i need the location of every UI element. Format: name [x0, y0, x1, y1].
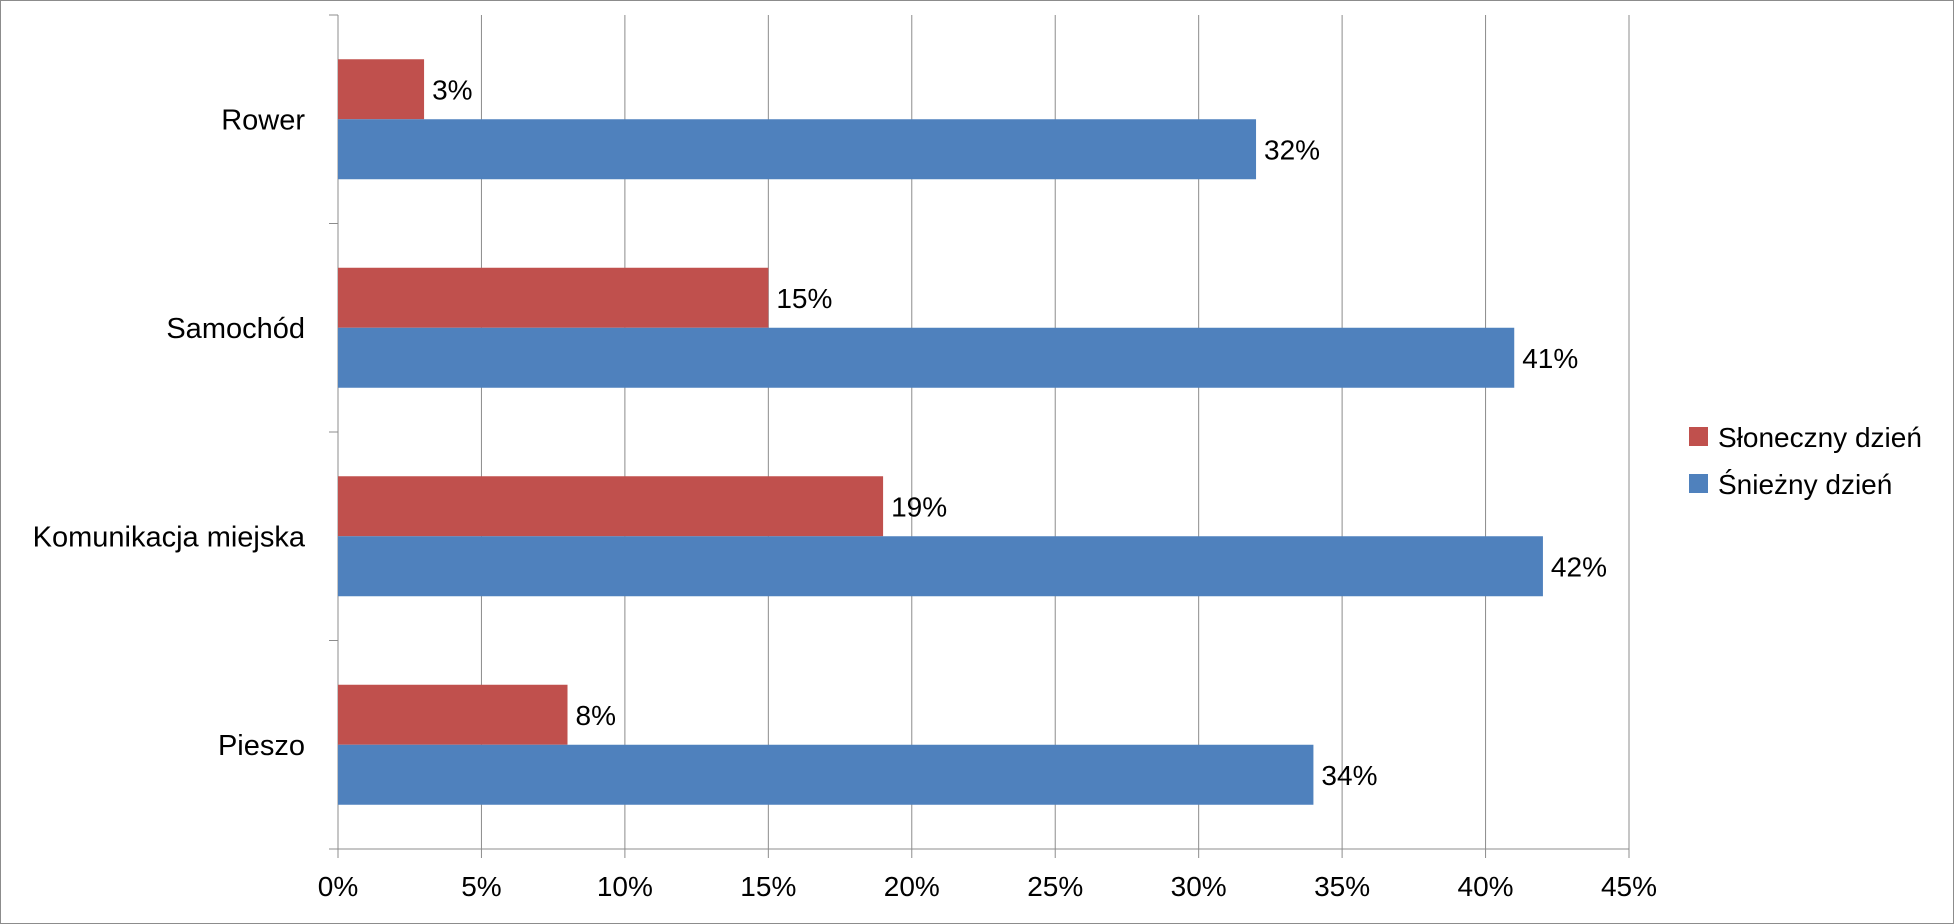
- category-label: Komunikacja miejska: [33, 521, 306, 553]
- legend-swatch: [1689, 427, 1708, 446]
- data-label: 8%: [576, 700, 616, 731]
- x-tick-label: 10%: [597, 871, 653, 902]
- bar-sunny: [338, 267, 769, 328]
- x-tick-label: 25%: [1027, 871, 1083, 902]
- x-tick-label: 45%: [1601, 871, 1657, 902]
- category-label: Samochód: [166, 313, 305, 345]
- x-tick-label: 0%: [318, 871, 358, 902]
- x-tick-label: 30%: [1171, 871, 1227, 902]
- bar-sunny: [338, 684, 568, 745]
- bar-sunny: [338, 59, 425, 120]
- x-tick-label: 40%: [1458, 871, 1514, 902]
- data-label: 19%: [891, 491, 947, 522]
- data-label: 41%: [1522, 343, 1578, 374]
- data-label: 42%: [1551, 551, 1607, 582]
- x-tick-label: 20%: [884, 871, 940, 902]
- data-label: 34%: [1321, 760, 1377, 791]
- bar-snowy: [338, 119, 1257, 180]
- data-label: 32%: [1264, 134, 1320, 165]
- x-tick-label: 5%: [461, 871, 501, 902]
- legend-swatch: [1689, 474, 1708, 493]
- x-tick-label: 15%: [740, 871, 796, 902]
- data-label: 15%: [776, 283, 832, 314]
- bar-sunny: [338, 476, 884, 537]
- bar-snowy: [338, 327, 1515, 388]
- legend-label: Słoneczny dzień: [1718, 422, 1922, 453]
- legend-label: Śnieżny dzień: [1718, 468, 1892, 500]
- category-label: Pieszo: [218, 730, 305, 762]
- bar-snowy: [338, 536, 1543, 597]
- category-label: Rower: [221, 104, 305, 136]
- data-label: 3%: [432, 74, 472, 105]
- x-tick-label: 35%: [1314, 871, 1370, 902]
- bar-snowy: [338, 744, 1314, 805]
